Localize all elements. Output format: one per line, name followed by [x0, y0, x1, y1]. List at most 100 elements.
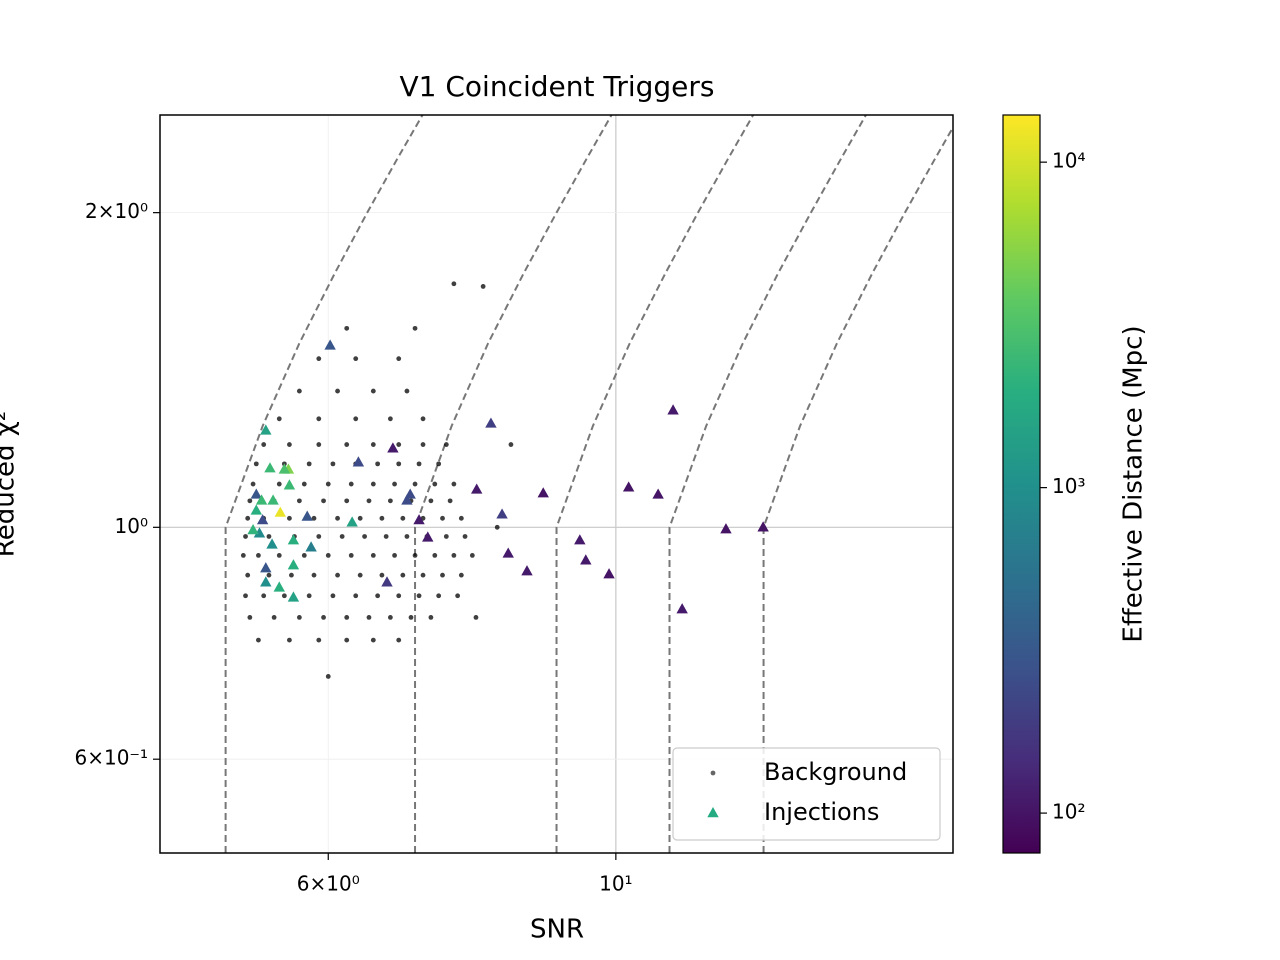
threshold-contour	[414, 115, 613, 853]
threshold-contour	[555, 115, 755, 853]
background-point	[404, 534, 410, 539]
background-point	[362, 534, 367, 539]
background-point	[281, 593, 287, 599]
y-axis-label: Reduced χ²	[0, 411, 21, 557]
background-point	[344, 637, 350, 643]
background-point	[416, 461, 422, 467]
background-point	[330, 593, 336, 599]
background-point	[480, 284, 486, 289]
x-tick-label: 6×10⁰	[297, 872, 360, 896]
background-point	[276, 481, 282, 487]
background-point	[400, 515, 406, 521]
background-point	[447, 498, 453, 504]
legend-label: Background	[764, 758, 907, 786]
background-point	[316, 356, 322, 362]
background-point	[344, 442, 350, 447]
background-point	[353, 356, 359, 362]
plot-area	[224, 115, 953, 853]
background-point	[271, 615, 277, 620]
colorbar-tick-label: 10²	[1052, 800, 1085, 824]
injection-point	[260, 424, 272, 435]
background-point	[379, 572, 385, 578]
background-point	[396, 442, 402, 447]
background-point	[353, 416, 359, 422]
background-point	[428, 615, 434, 620]
background-point	[443, 442, 449, 447]
background-point	[494, 524, 500, 530]
threshold-contour	[224, 115, 424, 853]
injection-point	[720, 523, 732, 534]
background-point	[404, 388, 410, 394]
background-point	[247, 615, 253, 620]
background-point	[316, 442, 322, 447]
background-point	[287, 515, 292, 521]
injection-point	[264, 462, 276, 473]
background-point	[451, 481, 457, 487]
background-point	[366, 615, 372, 620]
injection-point	[301, 510, 313, 521]
background-point	[243, 593, 248, 599]
x-tick-label: 10¹	[599, 872, 632, 896]
injection-point	[580, 554, 592, 565]
background-point	[321, 615, 326, 620]
injection-point	[381, 576, 393, 587]
background-point	[287, 442, 292, 447]
injection-point	[256, 514, 269, 525]
background-point	[245, 515, 251, 521]
injection-point	[253, 527, 266, 538]
background-point	[396, 593, 402, 599]
y-tick-label: 6×10⁻¹	[74, 746, 148, 770]
background-point	[375, 461, 381, 467]
background-point	[296, 388, 302, 394]
background-point	[396, 356, 402, 362]
background-point	[451, 553, 457, 558]
x-axis-label: SNR	[530, 915, 584, 945]
background-point	[276, 553, 282, 558]
background-point	[344, 615, 350, 620]
injection-point	[401, 494, 413, 505]
colorbar-tick-label: 10⁴	[1052, 149, 1085, 173]
injection-point	[574, 534, 586, 545]
legend-label: Injections	[764, 798, 879, 826]
plot-frame	[159, 114, 954, 854]
background-point	[436, 593, 442, 599]
injection-point	[267, 494, 279, 505]
background-point	[357, 572, 363, 578]
background-point	[301, 553, 307, 558]
background-point	[316, 534, 322, 539]
background-point	[392, 553, 397, 558]
background-point	[432, 553, 438, 558]
background-point	[387, 416, 393, 422]
background-point	[256, 553, 261, 558]
background-point	[243, 534, 248, 539]
background-point	[325, 553, 331, 558]
background-point	[412, 325, 418, 331]
colorbar-tick-label: 10³	[1052, 474, 1085, 498]
chart-title: V1 Coincident Triggers	[399, 70, 714, 103]
background-point	[296, 498, 302, 504]
background-point	[256, 637, 261, 643]
background-point	[508, 442, 514, 447]
injection-point	[250, 504, 262, 515]
background-point	[420, 416, 426, 422]
background-point	[287, 637, 292, 643]
injection-point	[622, 481, 635, 492]
background-point	[412, 553, 418, 558]
background-point	[440, 515, 445, 521]
injection-point	[287, 559, 300, 570]
background-point	[348, 553, 354, 558]
background-point	[344, 498, 350, 504]
axes: 6×10⁰ 10¹ 6×10⁻¹ 10⁰ 2×10⁰ 10² 10³ 10⁴	[74, 149, 1085, 896]
threshold-contour	[762, 125, 953, 853]
background-point	[420, 572, 426, 578]
background-point	[245, 572, 251, 578]
legend-marker	[707, 807, 719, 818]
background-point	[325, 481, 331, 487]
injection-point	[521, 565, 533, 576]
background-point	[289, 572, 294, 578]
background-point	[253, 461, 259, 467]
threshold-contour	[668, 115, 868, 853]
injection-point	[255, 494, 268, 505]
injection-point	[266, 538, 278, 549]
background-point	[316, 637, 322, 643]
